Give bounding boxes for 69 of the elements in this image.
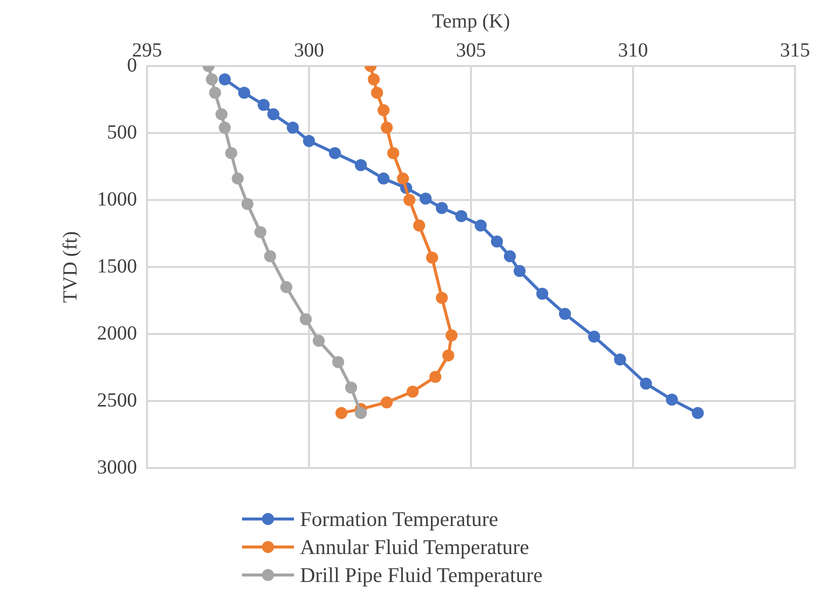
- point: [312, 334, 325, 347]
- point: [254, 226, 266, 238]
- y-axis-title: TVD (ft): [59, 231, 82, 303]
- point: [429, 370, 442, 383]
- point: [335, 407, 348, 420]
- point: [420, 192, 432, 205]
- point: [345, 382, 358, 394]
- point: [241, 198, 254, 210]
- point: [267, 108, 280, 120]
- y-tick-label: 2000: [97, 322, 137, 344]
- point: [692, 407, 704, 420]
- point: [209, 86, 222, 99]
- y-tick-label: 1500: [97, 255, 137, 278]
- point: [380, 396, 393, 408]
- point: [225, 147, 238, 160]
- point: [216, 108, 228, 120]
- y-tick-label: 3000: [97, 456, 137, 478]
- point: [446, 329, 458, 342]
- point: [504, 250, 516, 262]
- point: [413, 219, 426, 232]
- point: [380, 122, 393, 134]
- x-tick-label: 305: [456, 39, 486, 62]
- point: [442, 349, 454, 362]
- point: [455, 210, 468, 222]
- point: [206, 73, 218, 86]
- point: [378, 104, 390, 116]
- point: [264, 250, 276, 262]
- point: [436, 202, 448, 214]
- point: [371, 86, 384, 99]
- point: [328, 147, 341, 160]
- point: [218, 122, 231, 134]
- point: [238, 86, 250, 99]
- x-axis-title: Temp (K): [432, 10, 510, 32]
- point: [640, 378, 652, 390]
- point: [258, 98, 270, 111]
- point: [378, 172, 390, 185]
- point: [426, 252, 438, 264]
- point: [474, 219, 487, 232]
- point: [286, 122, 299, 134]
- y-tick-label: 1000: [97, 188, 137, 210]
- point: [300, 313, 312, 326]
- point: [536, 288, 548, 300]
- point: [354, 159, 367, 172]
- point: [514, 265, 526, 278]
- y-tick-label: 500: [107, 121, 137, 144]
- point: [558, 308, 571, 320]
- legend-label: Annular Fluid Temperature: [300, 534, 530, 561]
- point: [396, 172, 409, 185]
- legend-label: Formation Temperature: [300, 506, 498, 533]
- point: [332, 356, 344, 368]
- x-tick-label: 315: [780, 39, 810, 62]
- point: [436, 292, 448, 304]
- point: [368, 73, 380, 86]
- point: [406, 386, 419, 398]
- point: [403, 194, 416, 206]
- point: [588, 330, 600, 343]
- point: [614, 353, 626, 366]
- point: [666, 394, 678, 406]
- x-tick-label: 300: [294, 39, 324, 62]
- point: [387, 147, 400, 160]
- y-tick-label: 2500: [97, 389, 137, 412]
- point: [490, 236, 503, 248]
- x-tick-label: 310: [618, 39, 648, 62]
- point: [280, 281, 292, 294]
- point: [218, 73, 231, 86]
- point: [354, 407, 367, 420]
- legend-label: Drill Pipe Fluid Temperature: [300, 562, 543, 589]
- point: [303, 135, 315, 148]
- point: [232, 172, 244, 185]
